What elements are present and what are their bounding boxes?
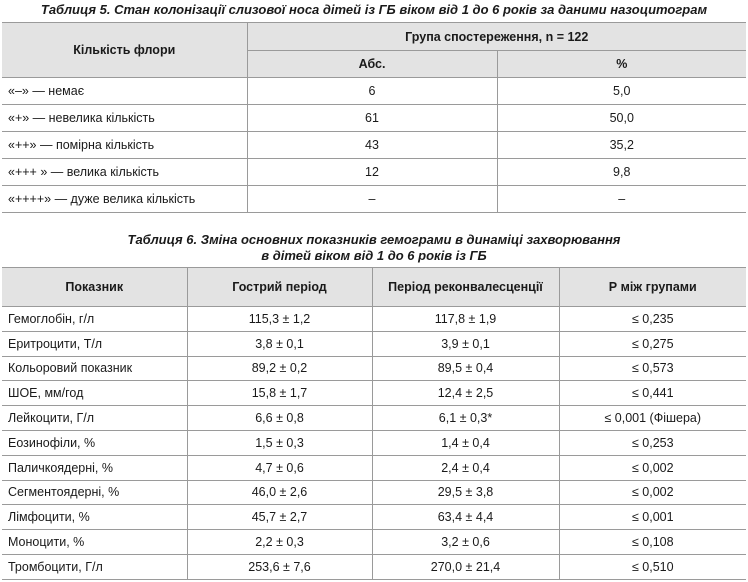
row-p: ≤ 0,002 xyxy=(559,454,746,481)
table-row: «+» — невелика кількість 61 50,0 xyxy=(2,104,746,132)
row-recovery: 29,5 ± 3,8 xyxy=(372,479,560,506)
table6-caption-line1: Таблиця 6. Зміна основних показників гем… xyxy=(127,232,621,247)
table5: Кількість флори Група спостереження, n =… xyxy=(2,22,746,213)
table-row: Лімфоцити, % 45,7 ± 2,7 63,4 ± 4,4 ≤ 0,001 xyxy=(2,504,746,531)
row-pct: 35,2 xyxy=(497,131,746,159)
row-p: ≤ 0,001 (Фішера) xyxy=(559,405,746,431)
header-flora: Кількість флори xyxy=(2,22,248,78)
row-abs: – xyxy=(247,185,498,213)
row-acute: 6,6 ± 0,8 xyxy=(187,405,373,431)
row-label: «++++» — дуже велика кількість xyxy=(2,185,248,213)
row-label: Еозинофіли, % xyxy=(2,429,188,456)
header-p: Р між групами xyxy=(559,267,746,307)
table5-caption: Таблиця 5. Стан колонізації слизової нос… xyxy=(40,2,708,17)
table6-caption: Таблиця 6. Зміна основних показників гем… xyxy=(0,232,748,264)
row-recovery: 1,4 ± 0,4 xyxy=(372,429,560,456)
row-p: ≤ 0,002 xyxy=(559,479,746,506)
header-recovery: Період реконвалесценції xyxy=(372,267,560,307)
row-acute: 4,7 ± 0,6 xyxy=(187,454,373,481)
row-label: Паличкоядерні, % xyxy=(2,454,188,481)
row-p: ≤ 0,001 xyxy=(559,504,746,531)
table-row: ШОЕ, мм/год 15,8 ± 1,7 12,4 ± 2,5 ≤ 0,441 xyxy=(2,380,746,407)
table-row: Паличкоядерні, % 4,7 ± 0,6 2,4 ± 0,4 ≤ 0,00… xyxy=(2,454,746,481)
row-recovery: 3,9 ± 0,1 xyxy=(372,330,560,357)
row-recovery: 117,8 ± 1,9 xyxy=(372,306,560,332)
row-label: Кольоровий показник xyxy=(2,355,188,382)
row-recovery: 63,4 ± 4,4 xyxy=(372,504,560,531)
row-acute: 3,8 ± 0,1 xyxy=(187,330,373,357)
header-acute: Гострий період xyxy=(187,267,373,307)
table-row: Еозинофіли, % 1,5 ± 0,3 1,4 ± 0,4 ≤ 0,253 xyxy=(2,429,746,456)
row-recovery: 89,5 ± 0,4 xyxy=(372,355,560,382)
row-abs: 12 xyxy=(247,158,498,186)
row-label: ШОЕ, мм/год xyxy=(2,380,188,407)
row-pct: 50,0 xyxy=(497,104,746,132)
table-row: Моноцити, % 2,2 ± 0,3 3,2 ± 0,6 ≤ 0,108 xyxy=(2,529,746,555)
row-label: Гемоглобін, г/л xyxy=(2,306,188,332)
row-p: ≤ 0,275 xyxy=(559,330,746,357)
table-row: Еритроцити, Т/л 3,8 ± 0,1 3,9 ± 0,1 ≤ 0,275 xyxy=(2,330,746,357)
header-pct: % xyxy=(497,50,746,78)
row-recovery: 6,1 ± 0,3* xyxy=(372,405,560,431)
row-acute: 115,3 ± 1,2 xyxy=(187,306,373,332)
row-acute: 1,5 ± 0,3 xyxy=(187,429,373,456)
row-recovery: 2,4 ± 0,4 xyxy=(372,454,560,481)
row-label: «+» — невелика кількість xyxy=(2,104,248,132)
table-row: «+++ » — велика кількість 12 9,8 xyxy=(2,158,746,186)
row-recovery: 12,4 ± 2,5 xyxy=(372,380,560,407)
row-label: Лімфоцити, % xyxy=(2,504,188,531)
table-row: Тромбоцити, Г/л 253,6 ± 7,6 270,0 ± 21,4 ≤ … xyxy=(2,553,746,580)
row-label: Лейкоцити, Г/л xyxy=(2,405,188,431)
row-acute: 253,6 ± 7,6 xyxy=(187,553,373,580)
row-label: «++» — помірна кількість xyxy=(2,131,248,159)
table-row: Лейкоцити, Г/л 6,6 ± 0,8 6,1 ± 0,3* ≤ 0,001… xyxy=(2,405,746,431)
row-label: «+++ » — велика кількість xyxy=(2,158,248,186)
row-label: Сегментоядерні, % xyxy=(2,479,188,506)
row-abs: 43 xyxy=(247,131,498,159)
row-abs: 6 xyxy=(247,77,498,105)
header-indicator: Показник xyxy=(2,267,188,307)
table6-caption-line2: в дітей віком від 1 до 6 років із ГБ xyxy=(261,248,487,263)
row-acute: 15,8 ± 1,7 xyxy=(187,380,373,407)
row-acute: 89,2 ± 0,2 xyxy=(187,355,373,382)
row-label: Тромбоцити, Г/л xyxy=(2,553,188,580)
table-row: «–» — немає 6 5,0 xyxy=(2,77,746,105)
table-row: Гемоглобін, г/л 115,3 ± 1,2 117,8 ± 1,9 ≤ 0… xyxy=(2,306,746,332)
row-pct: 5,0 xyxy=(497,77,746,105)
row-recovery: 270,0 ± 21,4 xyxy=(372,553,560,580)
row-p: ≤ 0,108 xyxy=(559,529,746,555)
table6: Показник Гострий період Період реконвале… xyxy=(2,267,746,580)
row-acute: 46,0 ± 2,6 xyxy=(187,479,373,506)
table-row: «++++» — дуже велика кількість – – xyxy=(2,185,746,213)
row-acute: 45,7 ± 2,7 xyxy=(187,504,373,531)
row-label: Еритроцити, Т/л xyxy=(2,330,188,357)
row-label: «–» — немає xyxy=(2,77,248,105)
table-row: Сегментоядерні, % 46,0 ± 2,6 29,5 ± 3,8 ≤ 0… xyxy=(2,479,746,506)
row-p: ≤ 0,235 xyxy=(559,306,746,332)
row-p: ≤ 0,573 xyxy=(559,355,746,382)
row-acute: 2,2 ± 0,3 xyxy=(187,529,373,555)
table-row: «++» — помірна кількість 43 35,2 xyxy=(2,131,746,159)
table-row: Кольоровий показник 89,2 ± 0,2 89,5 ± 0,4 ≤… xyxy=(2,355,746,382)
row-label: Моноцити, % xyxy=(2,529,188,555)
row-abs: 61 xyxy=(247,104,498,132)
row-pct: 9,8 xyxy=(497,158,746,186)
row-p: ≤ 0,510 xyxy=(559,553,746,580)
header-group: Група спостереження, n = 122 xyxy=(247,22,746,51)
header-abs: Абс. xyxy=(247,50,498,78)
row-p: ≤ 0,253 xyxy=(559,429,746,456)
row-recovery: 3,2 ± 0,6 xyxy=(372,529,560,555)
row-p: ≤ 0,441 xyxy=(559,380,746,407)
row-pct: – xyxy=(497,185,746,213)
